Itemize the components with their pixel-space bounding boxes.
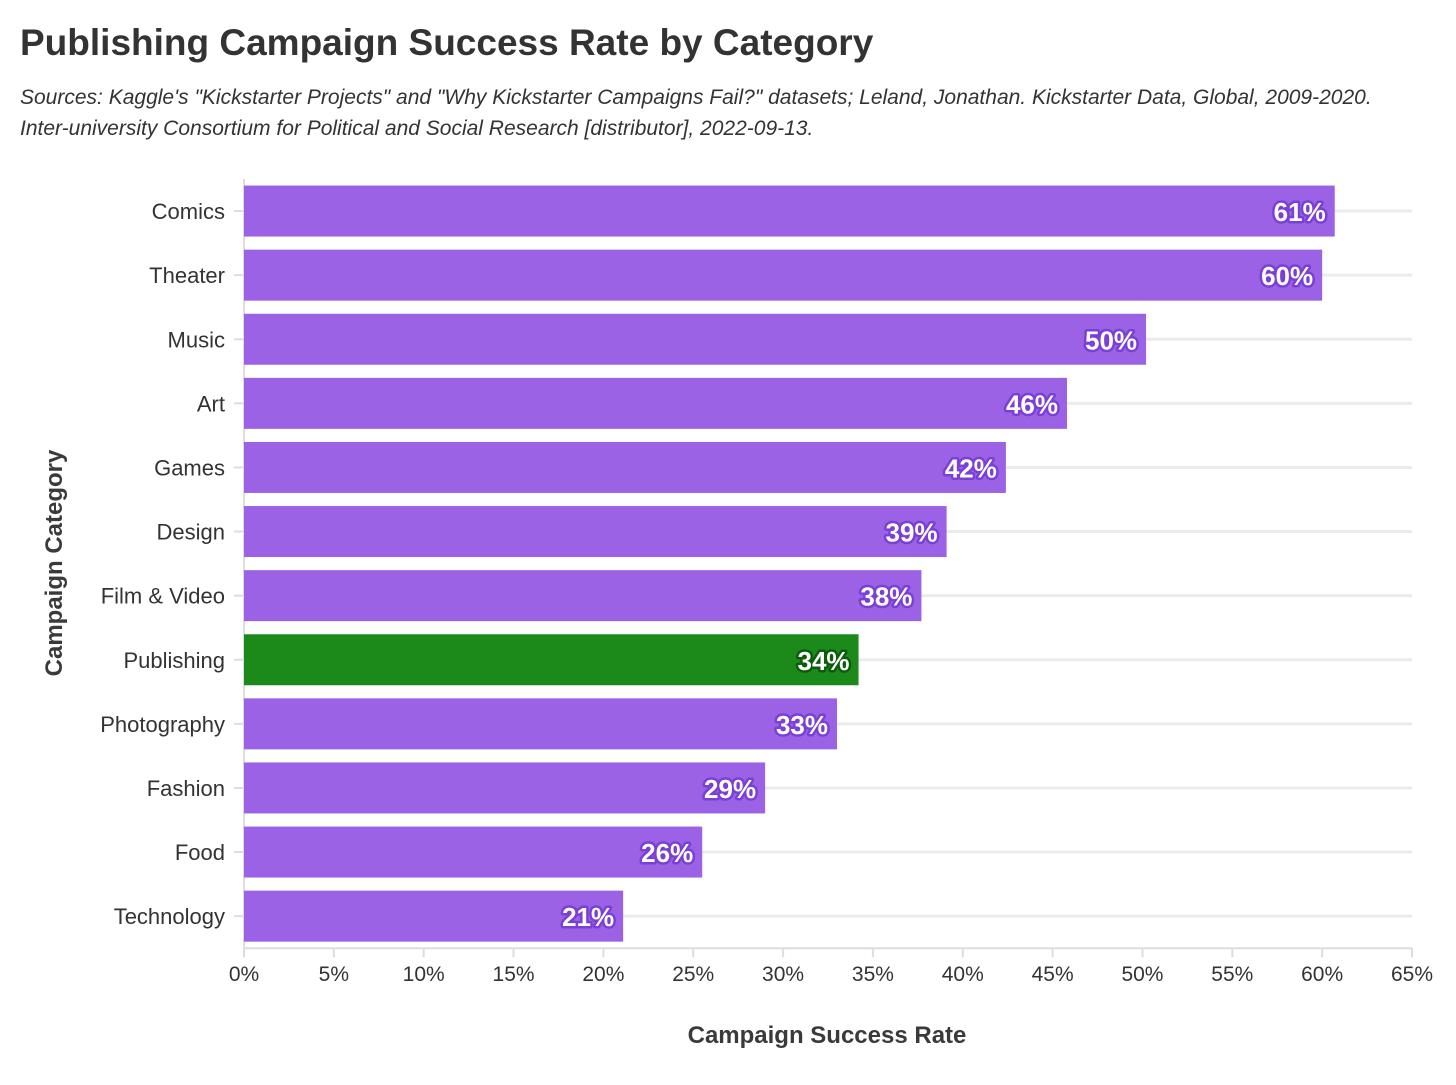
x-tick-label: 45% <box>1032 963 1074 986</box>
bar-food <box>244 826 703 878</box>
bar-film-video <box>244 570 922 622</box>
bar-comics <box>244 185 1335 237</box>
bar-technology <box>244 890 624 942</box>
bar-art <box>244 377 1067 429</box>
bar-photography <box>244 698 837 750</box>
category-label: Food <box>175 840 225 865</box>
x-tick-label: 65% <box>1391 963 1433 986</box>
bar-design <box>244 506 947 558</box>
x-tick-label: 5% <box>319 963 349 986</box>
x-tick-label: 0% <box>229 963 259 986</box>
category-label: Publishing <box>123 648 225 673</box>
value-label: 50% <box>1085 325 1137 355</box>
bar-fashion <box>244 762 766 814</box>
value-label: 29% <box>704 774 756 804</box>
x-tick-label: 30% <box>762 963 804 986</box>
x-tick-label: 50% <box>1121 963 1163 986</box>
value-label: 26% <box>641 838 693 868</box>
category-label: Design <box>157 520 225 545</box>
value-label: 46% <box>1006 389 1058 419</box>
bar-publishing <box>244 634 859 686</box>
value-label: 38% <box>860 582 912 612</box>
category-label: Fashion <box>147 776 225 801</box>
category-label: Games <box>154 455 225 480</box>
x-axis-ticks: 0% 5% 10% 15% 20% 25% 30% 35% 40% 45% 50% 55% 60% 65% <box>229 948 1433 986</box>
x-tick-label: 40% <box>942 963 984 986</box>
value-label: 34% <box>798 646 850 676</box>
value-label: 61% <box>1274 197 1326 227</box>
x-tick-label: 10% <box>403 963 445 986</box>
category-labels: Comics Theater Music Art Games Design Film & V… <box>100 199 225 929</box>
x-axis-title: Campaign Success Rate <box>688 1022 967 1049</box>
value-label: 60% <box>1261 261 1313 291</box>
bar-music <box>244 313 1147 365</box>
chart-title: Publishing Campaign Success Rate by Cate… <box>20 22 874 63</box>
bar-theater <box>244 249 1323 301</box>
value-labels: 61% 60% 50% 46% 42% 39% 38% 34% 33% 29% 26% 21% <box>560 195 1329 935</box>
category-label: Photography <box>100 712 225 737</box>
category-label: Film & Video <box>101 584 225 609</box>
y-axis-title: Campaign Category <box>41 449 68 676</box>
value-label: 42% <box>945 453 997 483</box>
category-label: Theater <box>149 263 225 288</box>
x-tick-label: 25% <box>672 963 714 986</box>
category-label: Comics <box>152 199 225 224</box>
x-tick-label: 15% <box>493 963 535 986</box>
value-label: 33% <box>776 710 828 740</box>
value-label: 39% <box>886 518 938 548</box>
x-tick-label: 35% <box>852 963 894 986</box>
category-label: Technology <box>114 904 225 929</box>
x-tick-label: 20% <box>582 963 624 986</box>
category-label: Art <box>197 391 225 416</box>
chart-subtitle: Sources: Kaggle's "Kickstarter Projects"… <box>20 86 1372 140</box>
x-tick-label: 60% <box>1301 963 1343 986</box>
bar-games <box>244 441 1006 493</box>
value-label: 21% <box>562 902 614 932</box>
category-label: Music <box>168 327 225 352</box>
bars <box>244 185 1335 942</box>
x-tick-label: 55% <box>1211 963 1253 986</box>
